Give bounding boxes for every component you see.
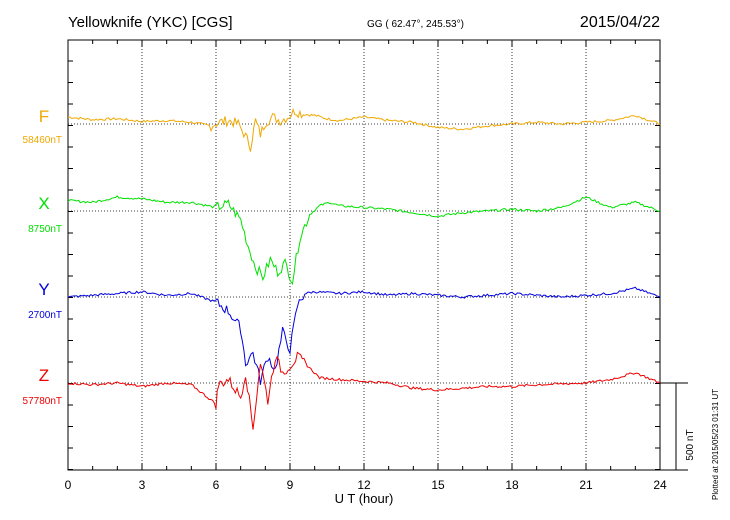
series-name-f: F [39, 107, 49, 126]
x-tick-label: 24 [653, 478, 667, 492]
series-baseline-x: 8750nT [28, 224, 62, 235]
tick-marks [67, 40, 661, 470]
series-baseline-f: 58460nT [23, 135, 62, 146]
x-tick-label: 6 [213, 478, 220, 492]
x-tick-label: 15 [431, 478, 445, 492]
series-name-x: X [38, 194, 49, 213]
vertical-gridlines [141, 40, 587, 470]
date-label: 2015/04/22 [580, 14, 660, 31]
x-tick-label: 12 [357, 478, 371, 492]
plot-frame [67, 39, 661, 471]
series-line-z [67, 351, 661, 430]
series-line-x [67, 195, 661, 286]
x-tick-label: 3 [139, 478, 146, 492]
series-baseline-y: 2700nT [28, 310, 62, 321]
series-line-y [67, 286, 661, 385]
series-line-f [68, 107, 661, 152]
x-tick-label: 18 [505, 478, 519, 492]
coords-label: GG ( 62.47°, 245.53°) [367, 19, 464, 30]
scale-bar-label: 500 nT [685, 429, 696, 460]
x-axis-label: U T (hour) [335, 491, 394, 506]
series-name-y: Y [38, 280, 49, 299]
x-tick-label: 9 [287, 478, 294, 492]
series-lines [67, 107, 661, 430]
plotted-timestamp: Plotted at 2015/05/23 01:31 UT [711, 388, 720, 500]
x-tick-labels: 0 3 6 9 12 15 18 21 24 [65, 478, 667, 492]
x-tick-label: 21 [579, 478, 593, 492]
series-labels: F 58460nT X 8750nT Y 2700nT Z 57780nT [23, 107, 62, 407]
station-title: Yellowknife (YKC) [CGS] [68, 14, 233, 31]
series-baseline-z: 57780nT [23, 396, 62, 407]
x-tick-label: 0 [65, 478, 72, 492]
series-name-z: Z [39, 366, 49, 385]
